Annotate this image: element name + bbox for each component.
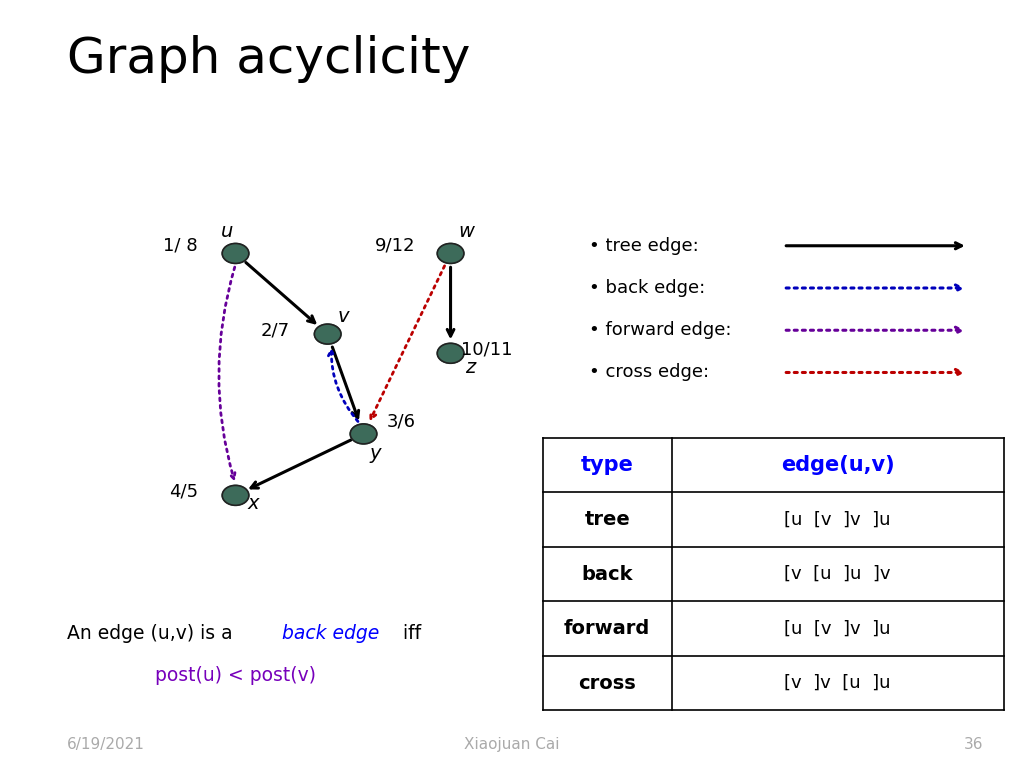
Text: • back edge:: • back edge:	[589, 279, 706, 297]
Text: forward: forward	[564, 619, 650, 638]
Text: [v  [u  ]u  ]v: [v [u ]u ]v	[784, 565, 891, 583]
Text: 2/7: 2/7	[261, 321, 290, 339]
Text: 3/6: 3/6	[387, 413, 416, 431]
Circle shape	[437, 243, 464, 263]
Text: [u  [v  ]v  ]u: [u [v ]v ]u	[784, 620, 891, 637]
Text: edge(u,v): edge(u,v)	[781, 455, 894, 475]
Text: Xiaojuan Cai: Xiaojuan Cai	[464, 737, 560, 753]
Circle shape	[350, 424, 377, 444]
Text: tree: tree	[585, 510, 630, 529]
Text: type: type	[581, 455, 634, 475]
Text: 4/5: 4/5	[169, 482, 198, 501]
Text: Graph acyclicity: Graph acyclicity	[67, 35, 470, 83]
Text: 36: 36	[964, 737, 983, 753]
Text: 10/11: 10/11	[461, 340, 512, 359]
Text: 1/ 8: 1/ 8	[163, 237, 198, 254]
Text: • forward edge:: • forward edge:	[589, 321, 731, 339]
Text: w: w	[459, 222, 474, 241]
Text: post(u) < post(v): post(u) < post(v)	[155, 667, 316, 685]
Circle shape	[222, 485, 249, 505]
Text: x: x	[248, 494, 259, 513]
Text: back: back	[582, 564, 633, 584]
Text: z: z	[466, 358, 476, 377]
Text: 9/12: 9/12	[376, 237, 416, 254]
Text: back edge: back edge	[282, 624, 379, 643]
Text: iff: iff	[397, 624, 422, 643]
Text: An edge (u,v) is a: An edge (u,v) is a	[67, 624, 239, 643]
Text: • cross edge:: • cross edge:	[589, 363, 709, 382]
Text: 6/19/2021: 6/19/2021	[67, 737, 144, 753]
Text: [v  ]v  [u  ]u: [v ]v [u ]u	[784, 674, 891, 692]
Circle shape	[222, 243, 249, 263]
Text: • tree edge:: • tree edge:	[589, 237, 698, 255]
Circle shape	[314, 324, 341, 344]
Text: cross: cross	[579, 674, 636, 693]
Circle shape	[437, 343, 464, 363]
Text: y: y	[370, 445, 381, 463]
Text: [u  [v  ]v  ]u: [u [v ]v ]u	[784, 511, 891, 528]
Text: u: u	[221, 222, 233, 241]
Text: v: v	[338, 306, 349, 326]
